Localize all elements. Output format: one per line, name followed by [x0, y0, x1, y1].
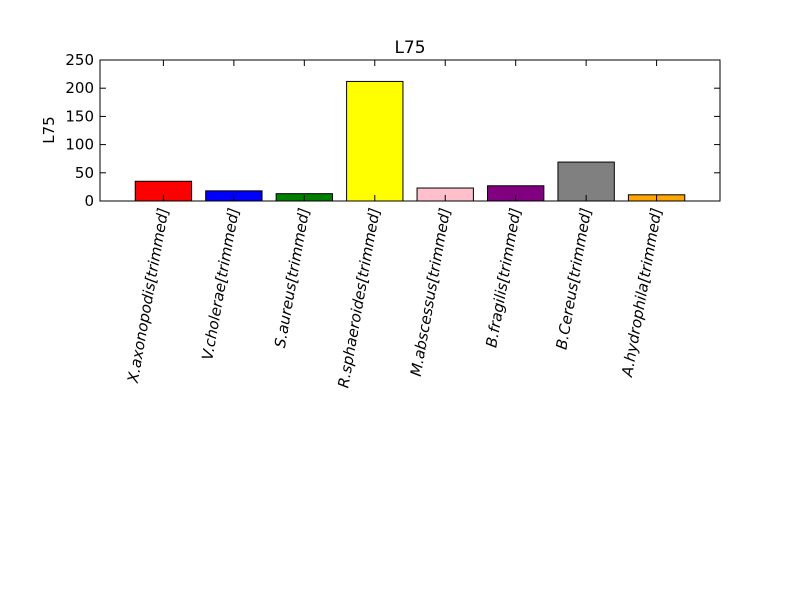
axis-ticks [100, 59, 720, 202]
y-axis-label: L75 [40, 116, 58, 143]
y-tick-label: 50 [75, 164, 94, 182]
y-tick-labels: 0 50 100 150 200 250 [65, 51, 94, 210]
y-tick-label: 250 [65, 51, 94, 69]
y-tick-label: 0 [84, 192, 94, 210]
y-tick-label: 100 [65, 136, 94, 154]
bar [346, 80, 404, 202]
plot-frame [99, 59, 721, 202]
y-tick-label: 200 [65, 79, 94, 97]
bar [557, 161, 615, 202]
chart-title: L75 [394, 38, 425, 58]
y-tick-label: 150 [65, 107, 94, 125]
